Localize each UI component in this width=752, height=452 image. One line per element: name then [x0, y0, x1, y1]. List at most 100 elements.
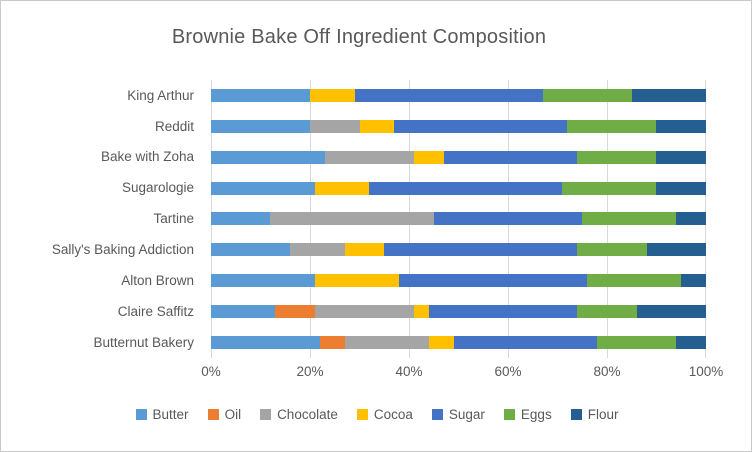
bar-segment-flour[interactable] — [676, 335, 706, 349]
bar-segment-cocoa[interactable] — [359, 119, 395, 133]
category-label-king-arthur: King Arthur — [127, 87, 194, 103]
bar-segment-oil[interactable] — [275, 305, 315, 319]
bar-segment-eggs[interactable] — [542, 88, 632, 102]
bar-segment-cocoa[interactable] — [314, 274, 400, 288]
bar-segment-sugar[interactable] — [433, 212, 583, 226]
category-label-tartine: Tartine — [153, 211, 194, 227]
legend-item-eggs[interactable]: Eggs — [503, 407, 552, 422]
bar-segment-sugar[interactable] — [384, 243, 578, 257]
legend-label-flour: Flour — [587, 407, 619, 422]
legend-swatch-icon-cocoa — [356, 409, 368, 421]
bar-segment-butter[interactable] — [211, 88, 310, 102]
legend-label-oil: Oil — [224, 407, 242, 422]
bar-segment-cocoa[interactable] — [413, 150, 444, 164]
legend-item-chocolate[interactable]: Chocolate — [260, 408, 338, 422]
bar-segment-butter[interactable] — [211, 119, 310, 133]
bar-segment-cocoa[interactable] — [314, 181, 370, 195]
bar-segment-sugar[interactable] — [354, 88, 543, 102]
bar-segment-butter[interactable] — [211, 335, 320, 349]
legend-swatch-icon-eggs — [503, 409, 515, 421]
bar-rows — [211, 80, 706, 358]
bar-segment-sugar[interactable] — [394, 119, 568, 133]
legend-label-sugar: Sugar — [448, 407, 485, 422]
bar-segment-eggs[interactable] — [577, 243, 647, 257]
bar-segment-chocolate[interactable] — [270, 212, 434, 226]
bar-segment-butter[interactable] — [211, 212, 271, 226]
bar-segment-sugar[interactable] — [443, 150, 578, 164]
category-label-reddit: Reddit — [154, 118, 194, 134]
bar-row-bake-with-zoha — [211, 150, 706, 164]
bar-segment-flour[interactable] — [631, 88, 706, 102]
bar-segment-sugar[interactable] — [369, 181, 563, 195]
category-label-claire-saffitz: Claire Saffitz — [117, 303, 194, 319]
bar-segment-sugar[interactable] — [428, 305, 578, 319]
bar-segment-chocolate[interactable] — [290, 243, 345, 257]
bar-segment-cocoa[interactable] — [344, 243, 385, 257]
legend-swatch-icon-flour — [570, 409, 582, 421]
bar-row-claire-saffitz — [211, 305, 706, 319]
x-tick-label-60: 60% — [494, 364, 522, 379]
bar-row-sally-s-baking-addiction — [211, 243, 706, 257]
legend-swatch-icon-oil — [207, 409, 219, 421]
category-label-bake-with-zoha: Bake with Zoha — [100, 149, 194, 165]
bar-segment-chocolate[interactable] — [314, 305, 414, 319]
bar-segment-butter[interactable] — [211, 150, 325, 164]
legend-item-oil[interactable]: Oil — [207, 407, 242, 422]
plot-area — [211, 80, 706, 358]
bar-segment-butter[interactable] — [211, 243, 291, 257]
bar-segment-eggs[interactable] — [577, 305, 637, 319]
legend: Butter Oil Chocolate Cocoa Sugar Eggs Flour — [1, 407, 751, 422]
bar-segment-eggs[interactable] — [597, 335, 677, 349]
legend-label-chocolate: Chocolate — [277, 407, 338, 422]
bar-segment-cocoa[interactable] — [310, 88, 355, 102]
bar-segment-flour[interactable] — [636, 305, 706, 319]
bar-segment-cocoa[interactable] — [413, 305, 429, 319]
bar-segment-flour[interactable] — [656, 119, 706, 133]
category-label-sally-s-baking-addiction: Sally's Baking Addiction — [51, 242, 194, 258]
bar-segment-flour[interactable] — [656, 181, 706, 195]
legend-label-butter: Butter — [152, 407, 189, 422]
bar-segment-chocolate[interactable] — [310, 119, 360, 133]
bar-segment-oil[interactable] — [319, 335, 345, 349]
legend-label-eggs: Eggs — [520, 407, 552, 422]
x-tick-label-0: 0% — [201, 364, 221, 379]
legend-item-flour[interactable]: Flour — [570, 407, 619, 422]
category-axis: King Arthur Reddit Bake with Zoha Sugarolog… — [1, 80, 203, 358]
bar-row-butternut-bakery — [211, 335, 706, 349]
bar-row-alton-brown — [211, 274, 706, 288]
bar-segment-eggs[interactable] — [577, 150, 657, 164]
bar-segment-flour[interactable] — [646, 243, 706, 257]
bar-segment-flour[interactable] — [676, 212, 706, 226]
bar-segment-eggs[interactable] — [562, 181, 657, 195]
bar-row-reddit — [211, 119, 706, 133]
category-label-alton-brown: Alton Brown — [121, 272, 194, 288]
bar-segment-cocoa[interactable] — [428, 335, 454, 349]
bar-row-sugarologie — [211, 181, 706, 195]
bar-segment-butter[interactable] — [211, 305, 276, 319]
x-tick-label-80: 80% — [593, 364, 621, 379]
x-tick-label-100: 100% — [688, 364, 724, 379]
legend-swatch-icon-chocolate — [260, 409, 272, 421]
bar-segment-flour[interactable] — [656, 150, 706, 164]
chart-title: Brownie Bake Off Ingredient Composition — [171, 26, 547, 48]
legend-item-butter[interactable]: Butter — [135, 407, 189, 422]
legend-swatch-icon-butter — [135, 409, 147, 421]
bar-segment-chocolate[interactable] — [344, 335, 429, 349]
bar-segment-eggs[interactable] — [582, 212, 677, 226]
bar-row-king-arthur — [211, 88, 706, 102]
x-tick-label-20: 20% — [296, 364, 324, 379]
bar-segment-eggs[interactable] — [587, 274, 682, 288]
bar-row-tartine — [211, 212, 706, 226]
legend-item-sugar[interactable]: Sugar — [431, 407, 485, 422]
bar-segment-eggs[interactable] — [567, 119, 657, 133]
bar-segment-butter[interactable] — [211, 274, 315, 288]
bar-segment-butter[interactable] — [211, 181, 315, 195]
bar-segment-chocolate[interactable] — [324, 150, 414, 164]
bar-segment-flour[interactable] — [681, 274, 706, 288]
legend-item-cocoa[interactable]: Cocoa — [356, 408, 413, 422]
category-label-butternut-bakery: Butternut Bakery — [93, 334, 194, 350]
legend-swatch-icon-sugar — [431, 409, 443, 421]
bar-segment-sugar[interactable] — [399, 274, 588, 288]
bar-segment-sugar[interactable] — [453, 335, 598, 349]
